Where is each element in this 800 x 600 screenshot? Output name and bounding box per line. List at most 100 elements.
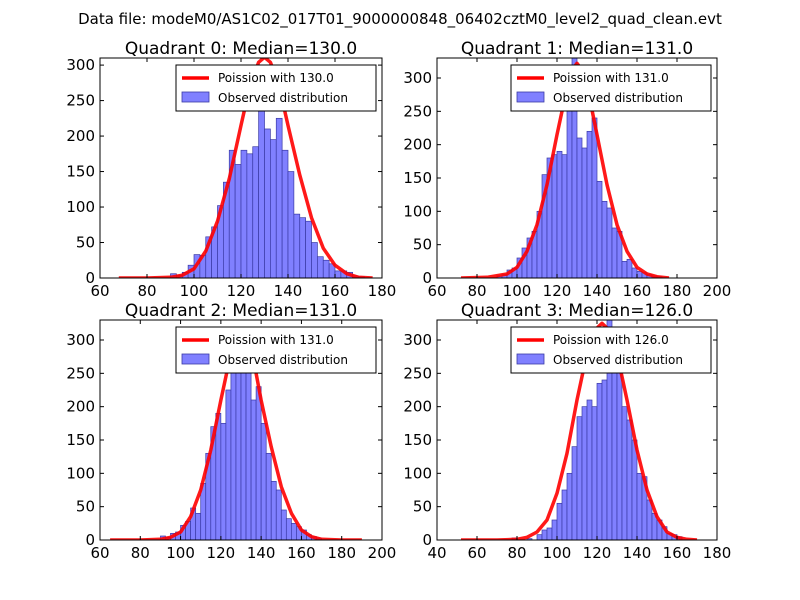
legend-box [175, 326, 377, 374]
quadrant-1-panel: Quadrant 1: Median=131.0 60 80 100 120 140 160… [403, 39, 731, 300]
quadrant-3-bar [626, 419, 633, 540]
x-tick-label: 140 [623, 544, 652, 562]
x-tick-label: 80 [131, 544, 150, 562]
quadrant-2-bar [220, 422, 227, 540]
quadrant-3-bar [631, 439, 638, 540]
y-tick-label: 50 [76, 498, 95, 516]
y-tick-label: 50 [76, 234, 95, 252]
quadrant-2-bar [195, 512, 202, 540]
y-tick-label: 150 [66, 431, 95, 449]
x-tick-label: 160 [287, 544, 316, 562]
y-tick-label: 200 [66, 127, 95, 145]
quadrant-1-bar [576, 137, 583, 278]
quadrant-1-legend: Poission with 131.0 Observed distribution [510, 64, 712, 112]
quadrant-0-bar [299, 217, 306, 278]
quadrant-1-bar [551, 154, 558, 278]
quadrant-panels: Quadrant 0: Median=130.0 60 80 100 120 140 160… [66, 39, 731, 562]
quadrant-0-panel: Quadrant 0: Median=130.0 60 80 100 120 140 160… [66, 39, 396, 300]
quadrant-2-bar [215, 412, 222, 540]
y-tick-label: 100 [66, 464, 95, 482]
quadrant-2-bar [240, 369, 247, 540]
quadrant-2-bar [280, 509, 287, 540]
y-tick-label: 250 [403, 364, 432, 382]
quadrant-0-bar [275, 117, 283, 278]
x-tick-label: 100 [180, 282, 209, 300]
y-tick-label: 100 [403, 464, 432, 482]
legend-curve-label: Poission with 131.0 [553, 71, 669, 85]
legend-bar-swatch [516, 353, 545, 365]
y-tick-label: 300 [66, 56, 95, 74]
quadrant-3-bar [526, 538, 533, 540]
quadrant-0-bar [287, 171, 295, 278]
quadrant-1-title: Quadrant 1: Median=131.0 [461, 39, 693, 59]
quadrant-0-bar [246, 153, 254, 278]
x-tick-label: 100 [503, 282, 532, 300]
quadrant-1-bar [626, 258, 633, 278]
quadrant-0-y-axis: 0 50 100 150 200 250 300 [66, 56, 382, 287]
x-tick-label: 100 [543, 544, 572, 562]
quadrant-2-bar [275, 489, 282, 540]
figure-suptitle: Data file: modeM0/AS1C02_017T01_90000008… [78, 10, 722, 29]
x-tick-label: 200 [703, 282, 732, 300]
quadrant-2-bar [225, 389, 232, 540]
quadrant-2-legend: Poission with 131.0 Observed distribution [175, 326, 377, 374]
quadrant-3-bar [541, 529, 548, 540]
quadrant-3-bar [536, 534, 543, 540]
x-tick-label: 120 [227, 282, 256, 300]
quadrant-3-bar [576, 416, 583, 540]
y-tick-label: 200 [66, 398, 95, 416]
quadrant-0-bar [240, 149, 248, 278]
quadrant-3-panel: Quadrant 3: Median=126.0 40 60 80 100 120 140 1… [403, 301, 731, 562]
y-tick-label: 150 [403, 431, 432, 449]
quadrant-3-legend: Poission with 126.0 Observed distribution [510, 326, 712, 374]
y-tick-label: 300 [403, 69, 432, 87]
quadrant-3-title: Quadrant 3: Median=126.0 [461, 301, 693, 321]
x-tick-label: 180 [703, 544, 732, 562]
quadrant-3-axes-frame [436, 319, 718, 541]
quadrant-3-bar [601, 379, 608, 540]
legend-bar-swatch [516, 91, 545, 103]
y-tick-label: 50 [413, 498, 432, 516]
x-tick-label: 140 [583, 282, 612, 300]
quadrant-3-y-axis: 0 50 100 150 200 250 300 [403, 331, 717, 549]
quadrant-1-bar [636, 270, 643, 278]
quadrant-0-poisson-curve [118, 58, 373, 278]
quadrant-1-bar [566, 107, 573, 278]
x-tick-label: 60 [467, 544, 486, 562]
legend-bar-swatch [181, 91, 210, 103]
quadrant-0-x-axis: 60 80 100 120 140 160 180 [90, 58, 396, 300]
quadrant-3-bar [556, 502, 563, 540]
quadrant-0-bar [305, 220, 312, 278]
quadrant-1-bar [596, 180, 603, 278]
x-tick-label: 120 [543, 282, 572, 300]
quadrant-2-histogram [160, 339, 322, 540]
quadrant-3-bar [596, 382, 603, 540]
legend-curve-label: Poission with 130.0 [218, 71, 334, 85]
legend-bar-label: Observed distribution [553, 353, 683, 367]
quadrant-3-bar [586, 399, 593, 540]
quadrant-3-histogram [511, 320, 683, 540]
y-tick-label: 200 [403, 136, 432, 154]
quadrant-3-x-axis: 40 60 80 100 120 140 160 180 [427, 320, 731, 562]
y-tick-label: 0 [422, 531, 432, 549]
quadrant-1-bar [621, 260, 628, 278]
quadrant-1-bar [581, 147, 588, 278]
y-tick-label: 300 [66, 331, 95, 349]
quadrant-0-bar [293, 213, 301, 278]
quadrant-2-bar [260, 422, 267, 540]
quadrant-2-x-axis: 60 80 100 120 140 160 180 200 [90, 320, 396, 562]
quadrant-2-title: Quadrant 2: Median=131.0 [125, 301, 357, 321]
y-tick-label: 0 [85, 269, 95, 287]
quadrant-0-bar [281, 149, 289, 278]
quadrant-2-bar [250, 399, 257, 540]
quadrant-1-bar [591, 117, 598, 278]
quadrant-3-bar [561, 489, 568, 540]
quadrant-2-bar [285, 518, 292, 540]
y-tick-label: 150 [66, 163, 95, 181]
legend-box [510, 64, 712, 112]
y-tick-label: 0 [422, 269, 432, 287]
quadrant-3-bar [571, 446, 578, 540]
quadrant-2-bar [255, 386, 262, 540]
y-tick-label: 300 [403, 331, 432, 349]
quadrant-3-bar [551, 519, 558, 540]
